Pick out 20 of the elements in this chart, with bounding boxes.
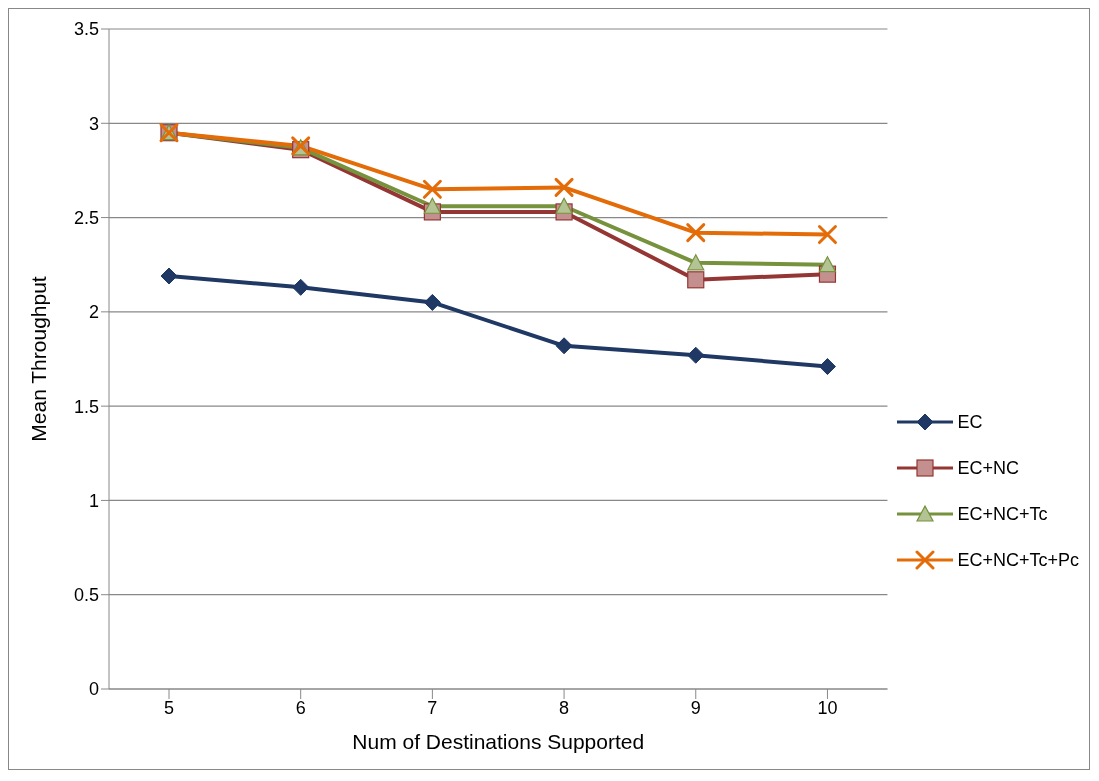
y-tick-label: 0 <box>88 679 99 700</box>
x-tick-label: 10 <box>817 697 838 718</box>
legend-label: EC <box>957 411 983 433</box>
y-tick-label: 3.5 <box>73 19 99 40</box>
y-tick-label: 2.5 <box>73 207 99 228</box>
y-tick-label: 1 <box>88 490 99 511</box>
x-tick-label: 8 <box>559 697 570 718</box>
legend-label: EC+NC <box>957 457 1019 479</box>
x-tick-label: 7 <box>427 697 438 718</box>
x-tick-label: 5 <box>163 697 175 718</box>
legend-label: EC+NC+Tc <box>957 503 1048 525</box>
legend-label: EC+NC+Tc+Pc <box>957 549 1079 571</box>
y-tick-label: 1.5 <box>73 396 99 417</box>
x-tick-label: 6 <box>295 697 306 718</box>
y-tick-label: 2 <box>88 302 99 323</box>
x-tick-label: 9 <box>690 697 701 718</box>
y-axis-title: Mean Throughput <box>27 276 51 442</box>
y-tick-label: 3 <box>88 113 99 134</box>
y-tick-label: 0.5 <box>73 585 99 606</box>
x-axis-title: Num of Destinations Supported <box>352 730 645 753</box>
